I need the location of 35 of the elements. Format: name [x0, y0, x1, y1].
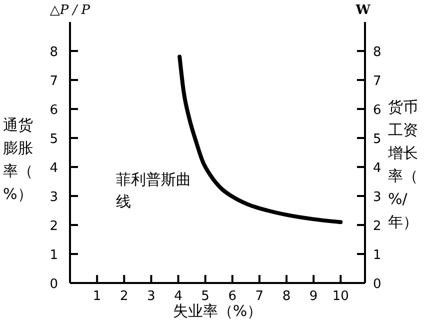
y2-tick-label: 4 [373, 161, 382, 176]
y2-axis-title: 货币工资增长率（%/年） [387, 98, 418, 231]
y-tick-label: 8 [50, 45, 58, 60]
text: W [354, 3, 371, 18]
x-tick-label: 3 [147, 289, 156, 304]
text: △P / P [50, 3, 90, 18]
y-tick-label: 3 [50, 190, 58, 205]
annotation: 菲利普斯曲线 [116, 170, 192, 210]
x-tick-label: 2 [120, 289, 128, 304]
x-tick-label: 4 [174, 289, 182, 304]
y2-tick-label: 7 [373, 74, 382, 89]
y-tick-label: 2 [50, 219, 58, 234]
x-axis-title: 失业率（%） [172, 302, 262, 320]
y-tick-label: 6 [50, 103, 58, 118]
x-tick-label: 10 [332, 289, 349, 304]
line-series [178, 54, 343, 224]
y-tick-label: 7 [50, 74, 58, 89]
y2-tick-label: 1 [373, 248, 382, 263]
y-tick-label: 1 [50, 248, 58, 263]
x-tick-label: 8 [282, 289, 291, 304]
x-tick-label: 6 [228, 289, 237, 304]
x-tick-label: 1 [92, 289, 102, 304]
x-tick-label: 7 [255, 289, 264, 304]
y-tick-label: 0 [50, 277, 58, 292]
y2-tick-label: 0 [373, 277, 382, 292]
y2-tick-label: 3 [373, 190, 382, 205]
y2-tick-label: 5 [373, 132, 382, 147]
y-tick-label: 4 [50, 161, 58, 176]
x-tick-label: 9 [309, 289, 318, 304]
y-tick-label: 5 [50, 132, 58, 147]
x-tick-label: 5 [201, 289, 210, 304]
y2-tick-label: 8 [373, 45, 382, 60]
y2-tick-label: 2 [373, 219, 382, 234]
y-axis-title: 通货膨胀率（%） [3, 116, 33, 203]
y2-tick-label: 6 [373, 103, 382, 118]
